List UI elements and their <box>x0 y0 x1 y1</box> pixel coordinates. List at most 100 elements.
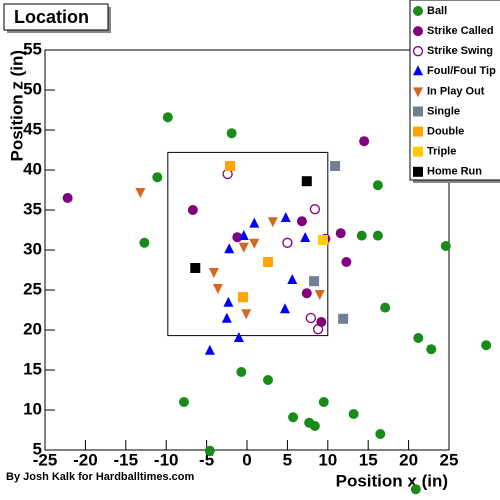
legend-label: Single <box>427 105 460 117</box>
point <box>280 212 291 222</box>
legend-marker <box>412 46 424 57</box>
point <box>338 313 349 324</box>
point <box>208 268 219 278</box>
point <box>372 180 383 191</box>
point <box>305 312 316 324</box>
point <box>249 217 260 228</box>
point <box>187 205 198 215</box>
point <box>312 324 324 335</box>
legend-label: Strike Swing <box>427 45 493 57</box>
point <box>300 232 311 242</box>
x-tick-label: 5 <box>283 450 292 469</box>
point <box>309 276 320 287</box>
x-tick-label: 0 <box>242 450 251 469</box>
y-tick-label: 40 <box>23 159 42 178</box>
point <box>314 290 325 300</box>
y-tick-label: 55 <box>23 39 42 58</box>
y-tick-label: 30 <box>23 239 42 258</box>
point <box>238 242 249 253</box>
x-tick-label: -10 <box>154 450 179 469</box>
point <box>372 230 383 241</box>
x-tick-label: 10 <box>318 450 337 469</box>
legend-marker <box>413 26 423 37</box>
point <box>341 257 352 267</box>
point <box>152 172 163 183</box>
point <box>287 274 298 284</box>
point <box>190 263 201 273</box>
point <box>348 409 359 419</box>
y-tick-label: 50 <box>23 79 42 98</box>
point <box>318 397 329 407</box>
y-axis-label: Position z (in) <box>7 50 26 161</box>
point <box>267 217 278 228</box>
point <box>178 397 189 407</box>
point <box>481 340 492 351</box>
point <box>330 161 341 171</box>
point <box>139 237 150 248</box>
point <box>249 238 260 249</box>
legend-label: Foul/Foul Tip <box>427 65 496 77</box>
legend-marker <box>413 6 423 16</box>
legend-marker <box>413 65 423 76</box>
point <box>335 228 346 239</box>
legend-label: Double <box>427 126 464 138</box>
point <box>224 243 235 254</box>
legend-label: In Play Out <box>427 85 485 97</box>
point <box>238 230 249 240</box>
point <box>359 136 370 147</box>
point <box>356 230 367 241</box>
point <box>226 128 237 139</box>
point <box>410 484 421 495</box>
point <box>309 421 320 431</box>
point <box>221 312 232 323</box>
y-tick-label: 10 <box>23 399 42 418</box>
legend-marker <box>413 126 423 137</box>
point <box>135 188 146 198</box>
legend-label: Home Run <box>427 166 482 178</box>
point <box>225 161 236 171</box>
point <box>233 332 244 342</box>
chart-title: Location <box>14 7 89 27</box>
y-tick-label: 45 <box>23 119 42 138</box>
point <box>236 367 247 377</box>
title-box <box>3 3 109 31</box>
y-tick-label: 20 <box>23 319 42 338</box>
point <box>241 309 252 320</box>
legend-marker <box>413 146 423 157</box>
point <box>413 333 424 343</box>
y-tick-label: 15 <box>23 359 42 378</box>
point <box>426 344 437 355</box>
point <box>223 296 234 307</box>
legend-marker <box>413 106 423 117</box>
point <box>279 303 290 314</box>
point <box>237 292 248 303</box>
point <box>380 302 391 313</box>
x-tick-label: 20 <box>399 450 418 469</box>
point <box>375 429 386 439</box>
y-tick-label: 35 <box>23 199 42 218</box>
point <box>309 204 321 215</box>
point <box>301 176 312 187</box>
point <box>288 412 299 423</box>
legend-marker <box>413 87 423 98</box>
x-tick-label: 25 <box>440 450 459 469</box>
y-tick-label: 5 <box>33 439 42 458</box>
x-tick-label: 15 <box>359 450 378 469</box>
legend-box <box>409 0 500 181</box>
point <box>263 257 274 267</box>
point <box>162 112 173 123</box>
legend-label: Triple <box>427 146 456 158</box>
point <box>282 237 293 248</box>
x-tick-label: -25 <box>33 450 58 469</box>
point <box>204 344 215 355</box>
x-tick-label: -20 <box>73 450 98 469</box>
legend-label: Ball <box>427 5 447 17</box>
y-tick-label: 25 <box>23 279 42 298</box>
credit: By Josh Kalk for Hardballtimes.com <box>6 471 194 483</box>
point <box>296 216 307 227</box>
x-axis-label: Position x (in) <box>336 471 448 490</box>
point <box>317 235 328 245</box>
point <box>301 288 312 299</box>
point <box>440 241 451 251</box>
